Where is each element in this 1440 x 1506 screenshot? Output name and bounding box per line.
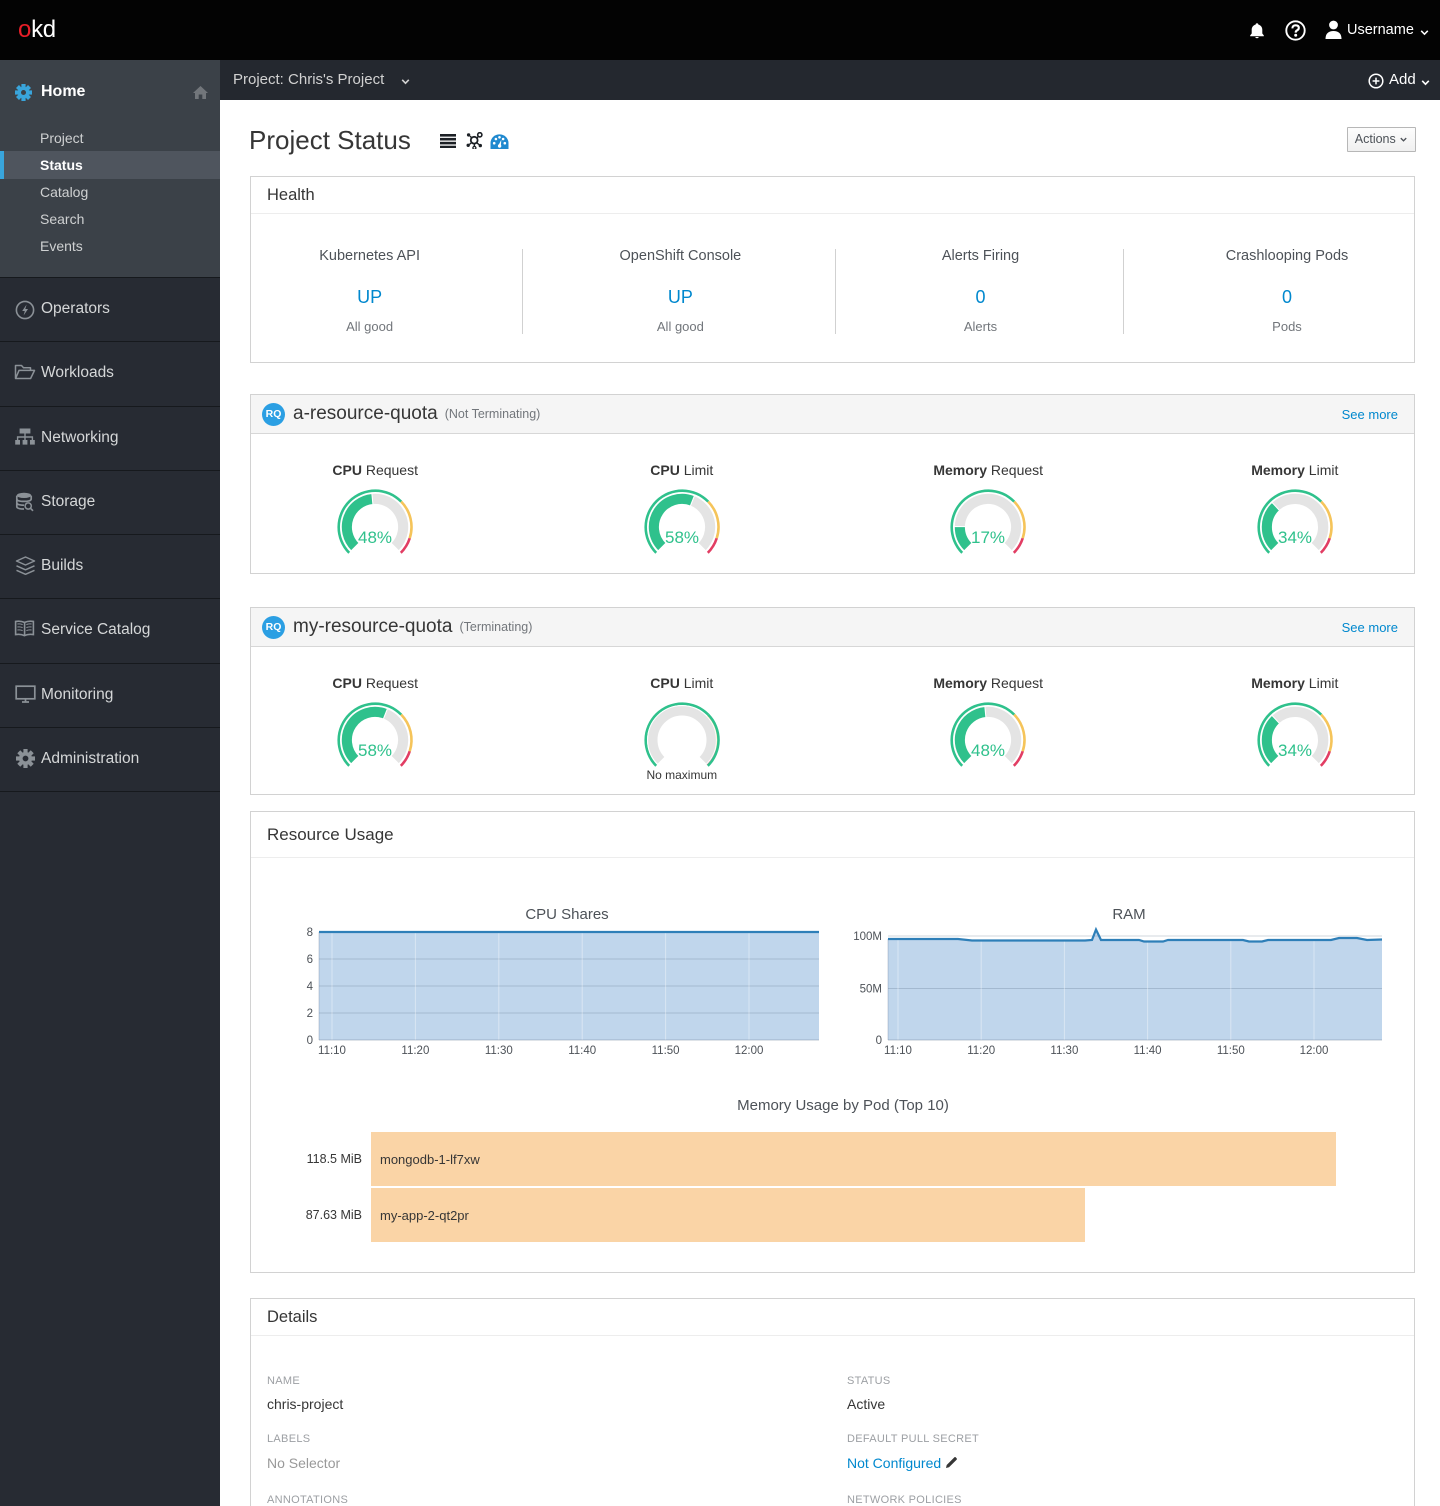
svg-text:12:00: 12:00 xyxy=(1300,1045,1329,1057)
svg-text:6: 6 xyxy=(307,954,313,966)
svg-text:11:20: 11:20 xyxy=(967,1045,995,1057)
svg-text:11:30: 11:30 xyxy=(1050,1045,1078,1057)
svg-text:11:10: 11:10 xyxy=(884,1045,912,1057)
svg-text:0: 0 xyxy=(307,1035,313,1047)
svg-text:11:20: 11:20 xyxy=(401,1045,429,1057)
svg-text:58%: 58% xyxy=(665,528,699,547)
svg-text:0: 0 xyxy=(876,1035,882,1047)
svg-text:48%: 48% xyxy=(971,741,1005,760)
svg-text:2: 2 xyxy=(307,1008,313,1020)
svg-text:48%: 48% xyxy=(358,528,392,547)
svg-text:11:40: 11:40 xyxy=(568,1045,596,1057)
svg-text:100M: 100M xyxy=(853,931,882,943)
svg-text:11:50: 11:50 xyxy=(652,1045,680,1057)
svg-text:12:00: 12:00 xyxy=(735,1045,764,1057)
svg-text:11:10: 11:10 xyxy=(318,1045,346,1057)
svg-text:11:40: 11:40 xyxy=(1134,1045,1162,1057)
svg-text:11:50: 11:50 xyxy=(1217,1045,1245,1057)
svg-text:34%: 34% xyxy=(1278,741,1312,760)
svg-text:17%: 17% xyxy=(971,528,1005,547)
svg-text:4: 4 xyxy=(307,981,314,993)
svg-text:11:30: 11:30 xyxy=(485,1045,513,1057)
svg-text:58%: 58% xyxy=(358,741,392,760)
svg-text:50M: 50M xyxy=(860,984,882,996)
svg-text:8: 8 xyxy=(307,927,313,939)
svg-text:34%: 34% xyxy=(1278,528,1312,547)
